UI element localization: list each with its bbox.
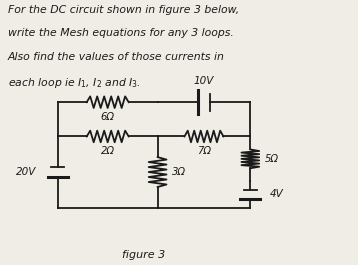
Text: 6Ω: 6Ω bbox=[101, 112, 115, 122]
Text: 3Ω: 3Ω bbox=[172, 167, 186, 177]
Text: 10V: 10V bbox=[194, 76, 214, 86]
Text: For the DC circuit shown in figure 3 below,: For the DC circuit shown in figure 3 bel… bbox=[8, 5, 239, 15]
Text: 20V: 20V bbox=[16, 167, 37, 177]
Text: 5Ω: 5Ω bbox=[265, 154, 279, 164]
Text: 2Ω: 2Ω bbox=[101, 147, 115, 156]
Text: write the Mesh equations for any 3 loops.: write the Mesh equations for any 3 loops… bbox=[8, 28, 234, 38]
Text: figure 3: figure 3 bbox=[122, 250, 165, 260]
Text: Also find the values of those currents in: Also find the values of those currents i… bbox=[8, 52, 225, 62]
Text: 7Ω: 7Ω bbox=[197, 147, 211, 156]
Text: each loop ie $I_1$, $I_2$ and $I_3$.: each loop ie $I_1$, $I_2$ and $I_3$. bbox=[8, 76, 141, 90]
Text: 4V: 4V bbox=[270, 189, 284, 200]
